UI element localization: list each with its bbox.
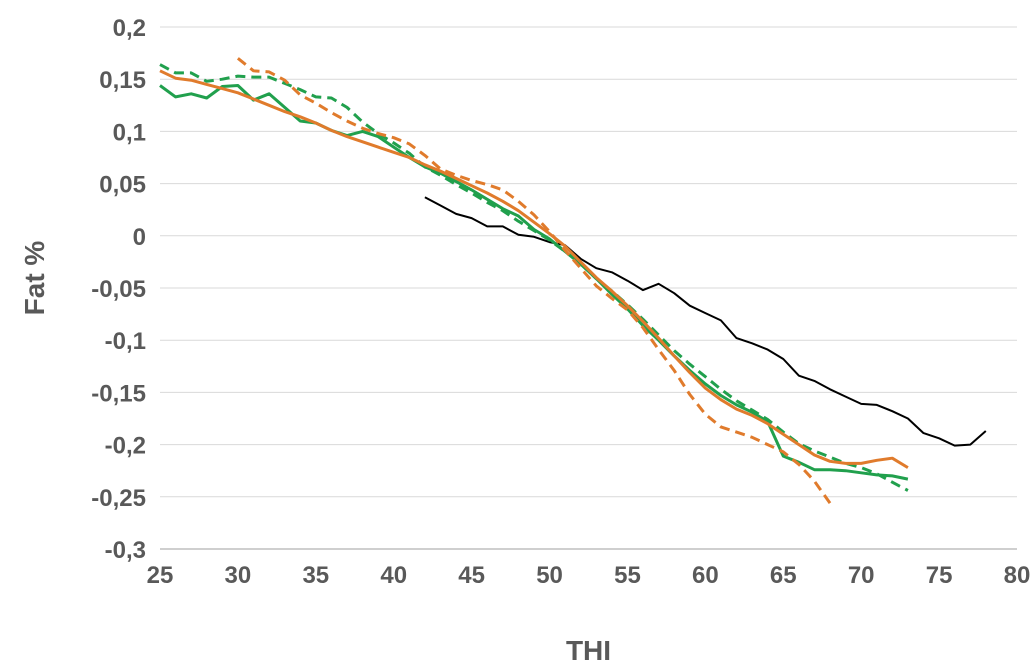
series-line-1: [424, 196, 987, 447]
x-tick-label: 70: [848, 562, 875, 589]
y-tick-label: -0,1: [105, 328, 146, 355]
x-tick-label: 55: [614, 562, 641, 589]
x-tick-label: 35: [302, 562, 329, 589]
gridlines: [160, 26, 1017, 498]
x-tick-label: 25: [147, 562, 174, 589]
x-tick-label: 50: [536, 562, 563, 589]
y-tick-label: -0,3: [105, 537, 146, 564]
x-tick-label: 65: [770, 562, 797, 589]
y-tick-label: -0,2: [105, 433, 146, 460]
y-tick-label: 0: [133, 224, 146, 251]
x-tick-label: 60: [692, 562, 719, 589]
y-axis-title: Fat %: [19, 241, 50, 316]
y-tick-label: -0,25: [91, 485, 146, 512]
series-line-2: [159, 84, 909, 481]
y-tick-label: -0,05: [91, 276, 146, 303]
series-line-4: [159, 69, 909, 469]
series-line-5: [236, 57, 832, 504]
x-tick-labels: 25 30 35 40 45 50 55 60 65 70 75 80: [147, 562, 1031, 589]
y-tick-label: 0,05: [99, 172, 146, 199]
x-tick-label: 45: [458, 562, 485, 589]
y-tick-label: -0,15: [91, 380, 146, 407]
x-tick-label: 80: [1004, 562, 1031, 589]
x-axis-title: THI: [566, 635, 611, 666]
series-line-3: [159, 63, 909, 492]
x-tick-label: 30: [225, 562, 252, 589]
series-lines: [159, 57, 987, 504]
y-tick-label: 0,15: [99, 67, 146, 94]
x-tick-label: 75: [926, 562, 953, 589]
x-tick-label: 40: [380, 562, 407, 589]
y-tick-label: 0,1: [113, 119, 146, 146]
y-tick-labels: 0,2 0,15 0,1 0,05 0 -0,05 -0,1 -0,15 -0,2 -0,25 -0…: [91, 15, 146, 564]
y-tick-label: 0,2: [113, 15, 146, 42]
